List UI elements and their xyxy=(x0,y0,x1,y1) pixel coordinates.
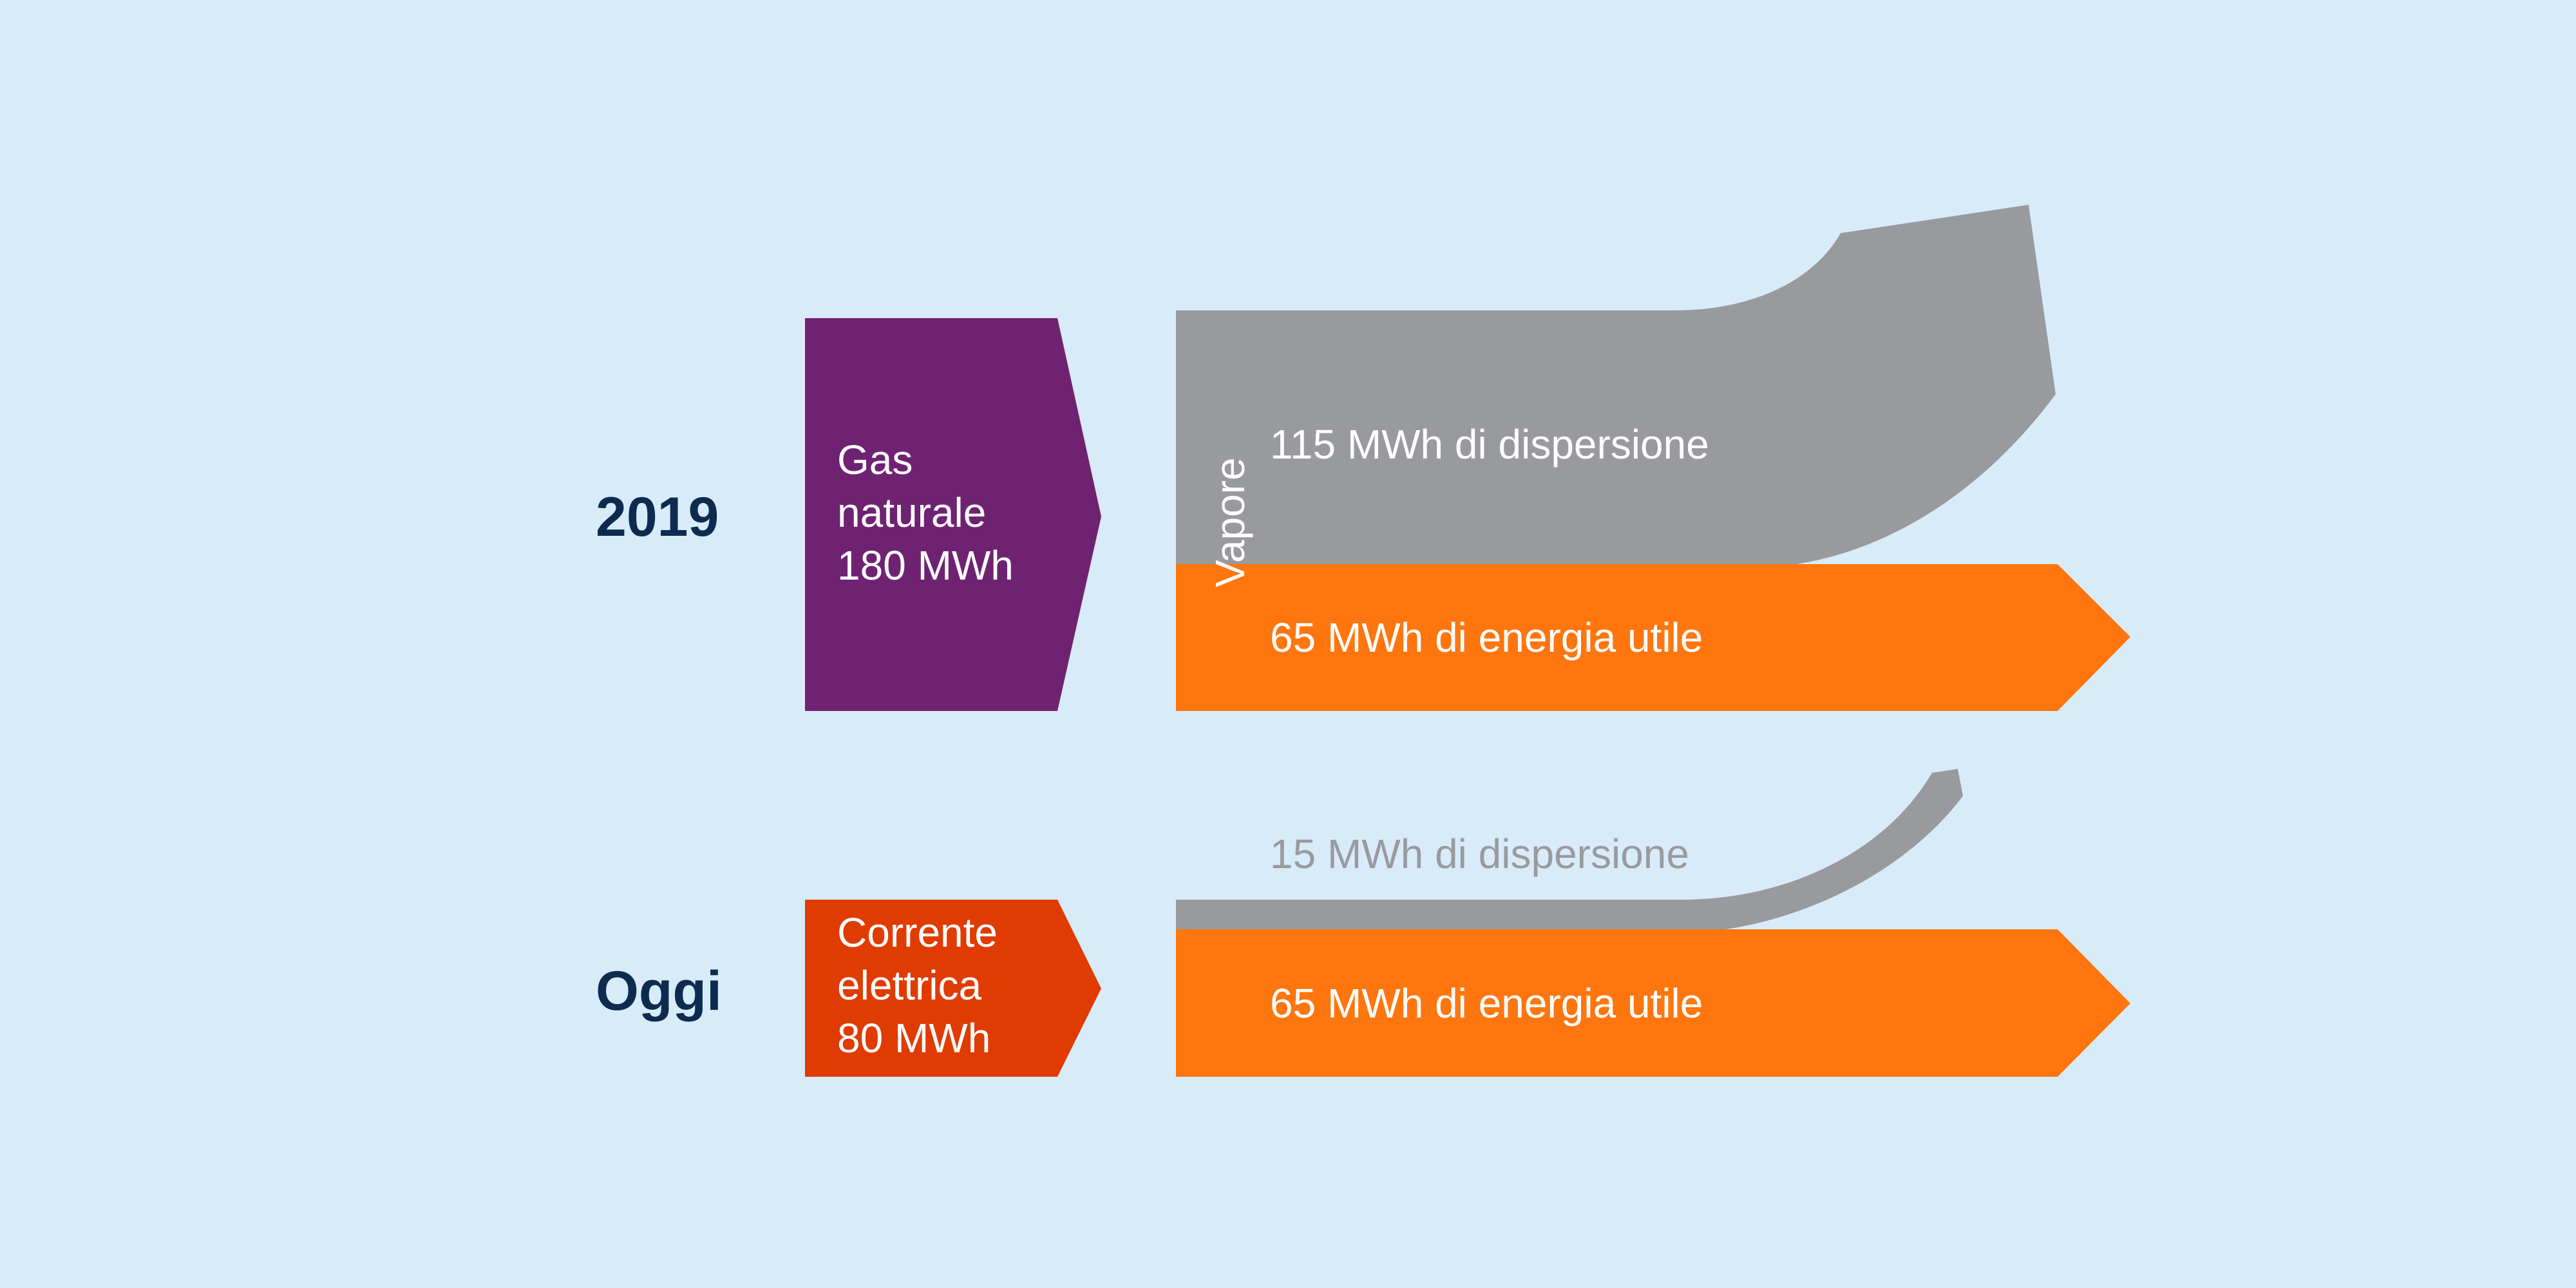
electric-source-line-2: elettrica xyxy=(837,962,982,1009)
gas-source-line-2: naturale xyxy=(837,489,986,536)
gas-source-line-3: 180 MWh xyxy=(837,542,1014,589)
useful-energy-arrow-2019 xyxy=(1176,564,2130,711)
year-label-2019: 2019 xyxy=(596,486,719,548)
electric-source-line-3: 80 MWh xyxy=(837,1015,990,1061)
year-label-today: Oggi xyxy=(596,960,722,1022)
electric-source-label: Corrente elettrica 80 MWh xyxy=(837,909,1009,1061)
gas-source-label: Gas naturale 180 MWh xyxy=(837,437,1014,589)
dispersion-flow-today xyxy=(1176,769,1963,929)
useful-energy-arrow-today xyxy=(1176,929,2130,1077)
useful-energy-label-today: 65 MWh di energia utile xyxy=(1270,980,1703,1027)
gas-source-line-1: Gas xyxy=(837,437,913,483)
natural-gas-source-arrow xyxy=(805,318,1101,711)
dispersion-flow-2019 xyxy=(1176,205,2056,564)
electric-source-line-1: Corrente xyxy=(837,909,998,956)
dispersion-label-today: 15 MWh di dispersione xyxy=(1270,831,1689,877)
useful-energy-label-2019: 65 MWh di energia utile xyxy=(1270,614,1703,661)
dispersion-label-2019: 115 MWh di dispersione xyxy=(1270,421,1709,468)
steam-vertical-label: Vapore xyxy=(1207,457,1253,587)
electric-source-arrow xyxy=(805,900,1101,1077)
